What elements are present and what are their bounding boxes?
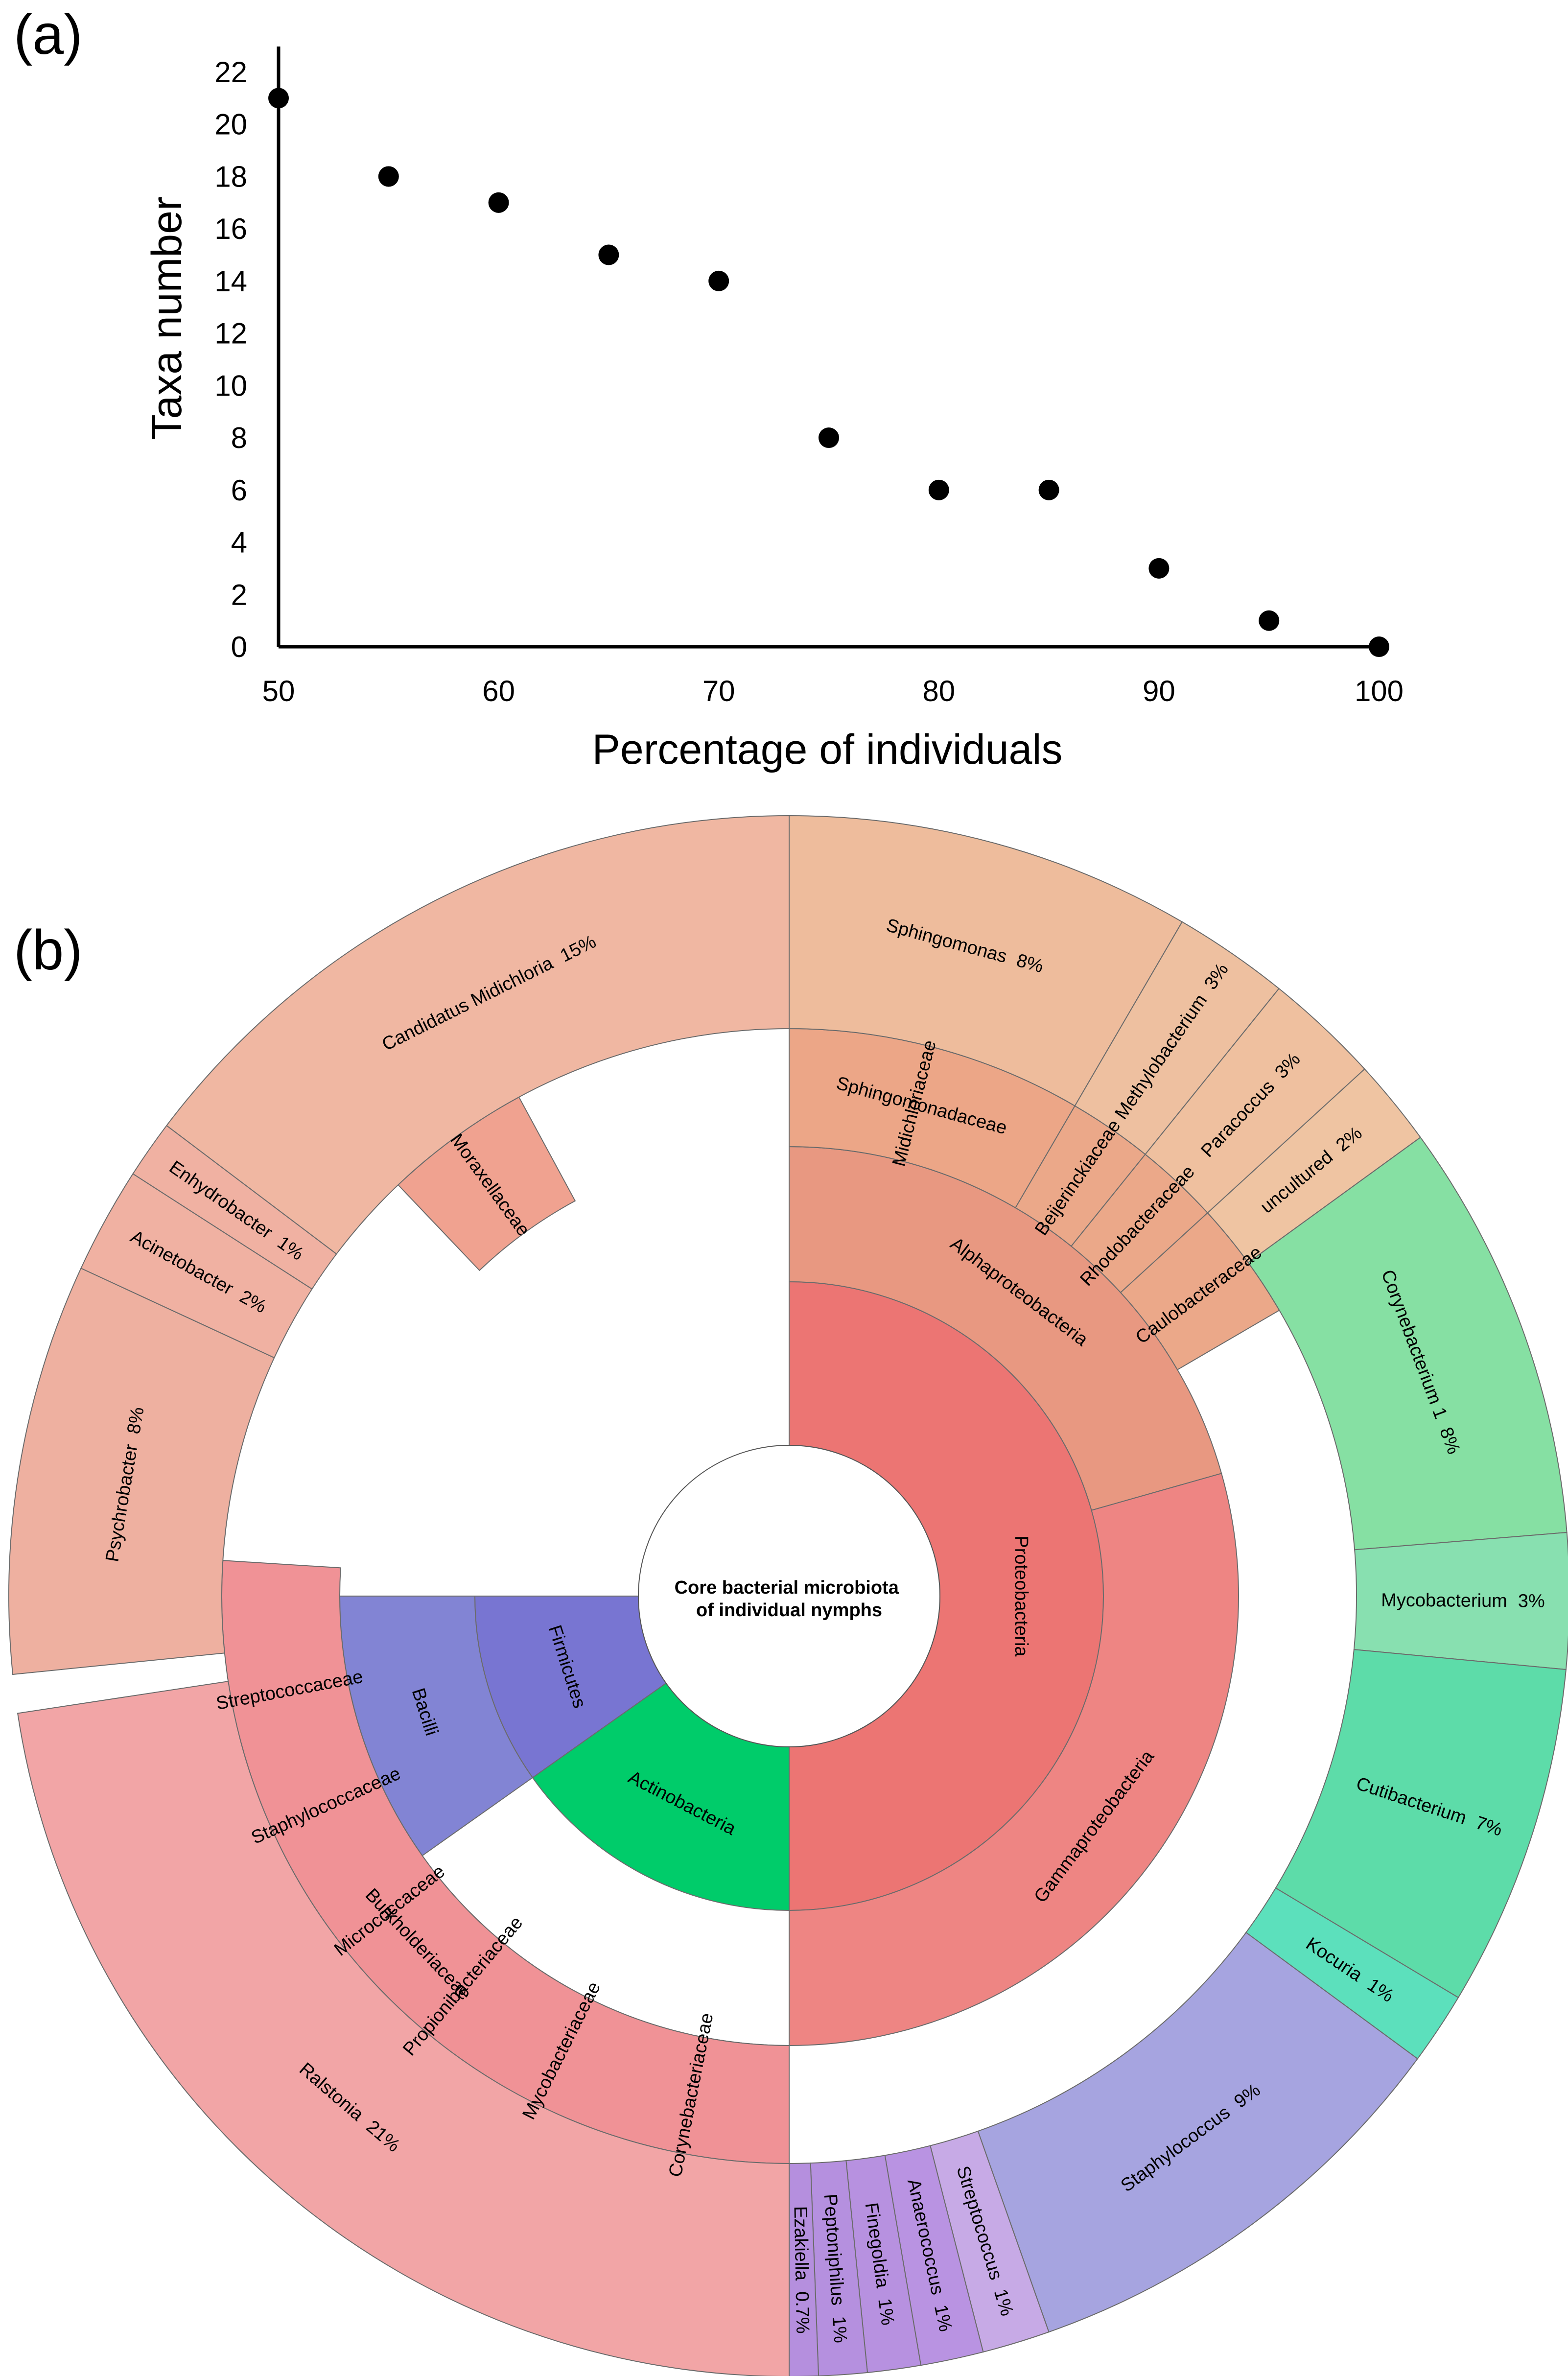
segment-percent: 1% — [874, 2297, 898, 2327]
scatter-point — [708, 270, 729, 291]
y-tick-label: 6 — [231, 474, 247, 507]
scatter-points — [268, 88, 1389, 657]
segment-percent: 3% — [1518, 1591, 1545, 1611]
sunburst-segment-class — [789, 1473, 1239, 2047]
sunburst-chart: ProteobacteriaActinobacteriaFirmicutesAl… — [8, 815, 1568, 2376]
x-tick-label: 80 — [922, 675, 955, 707]
scatter-point — [1038, 479, 1059, 500]
x-tick-label: 90 — [1143, 675, 1175, 707]
x-tick-label: 50 — [262, 675, 295, 707]
y-tick-label: 10 — [214, 369, 247, 402]
y-tick-label: 8 — [231, 422, 247, 454]
y-tick-label: 4 — [231, 526, 247, 559]
sunburst-segment-genus — [17, 1680, 790, 2376]
sunburst-panel: (b) ProteobacteriaActinobacteriaFirmicut… — [8, 815, 1568, 2376]
scatter-point — [378, 166, 399, 187]
x-ticks: 50 60 70 80 90 100 — [262, 675, 1404, 707]
scatter-point — [1148, 558, 1170, 579]
y-tick-label: 18 — [214, 160, 247, 193]
sunburst-label-genus: Mycobacterium 3% — [1381, 1590, 1545, 1612]
y-tick-label: 2 — [231, 578, 247, 611]
segment-percent: 1% — [828, 2315, 851, 2344]
scatter-point — [1259, 610, 1280, 631]
scatter-point — [819, 427, 839, 448]
segment-percent: 0.7% — [792, 2291, 813, 2334]
scatter-point — [598, 244, 619, 265]
y-axis-title: Taxa number — [143, 196, 190, 440]
scatter-point — [1369, 636, 1389, 657]
sunburst-label-genus: Ezakiella 0.7% — [790, 2206, 813, 2334]
y-tick-label: 0 — [231, 631, 247, 663]
segment-name: Mycobacterium — [1381, 1590, 1507, 1612]
y-tick-label: 14 — [214, 265, 247, 298]
y-tick-label: 16 — [214, 212, 247, 245]
segment-percent: 8% — [123, 1406, 148, 1435]
panel-a-label: (a) — [14, 3, 83, 66]
y-ticks: 0 2 4 6 8 10 12 14 16 18 20 22 — [214, 56, 247, 663]
sunburst-segment-genus — [165, 815, 790, 1255]
sunburst-center-hole — [638, 1445, 940, 1747]
segment-name: Ezakiella — [790, 2206, 812, 2282]
x-tick-label: 100 — [1355, 675, 1404, 707]
center-title-line-2: of individual nymphs — [696, 1600, 882, 1621]
x-axis-title: Percentage of individuals — [592, 726, 1063, 773]
x-tick-label: 60 — [482, 675, 515, 707]
y-tick-label: 12 — [214, 317, 247, 350]
scatter-point — [268, 88, 289, 109]
scatter-panel: (a) Taxa number Percentage of individual… — [14, 3, 1404, 773]
scatter-point — [928, 479, 949, 500]
scatter-point — [488, 192, 509, 213]
x-tick-label: 70 — [702, 675, 735, 707]
center-title-line-1: Core bacterial microbiota — [675, 1577, 899, 1598]
sunburst-label-phylum: Proteobacteria — [1011, 1535, 1031, 1657]
segment-name: Proteobacteria — [1011, 1535, 1031, 1657]
y-tick-label: 22 — [214, 56, 247, 89]
panel-b-label: (b) — [14, 919, 83, 982]
y-tick-label: 20 — [214, 108, 247, 141]
sunburst-center-title: Core bacterial microbiota of individual … — [675, 1577, 904, 1621]
